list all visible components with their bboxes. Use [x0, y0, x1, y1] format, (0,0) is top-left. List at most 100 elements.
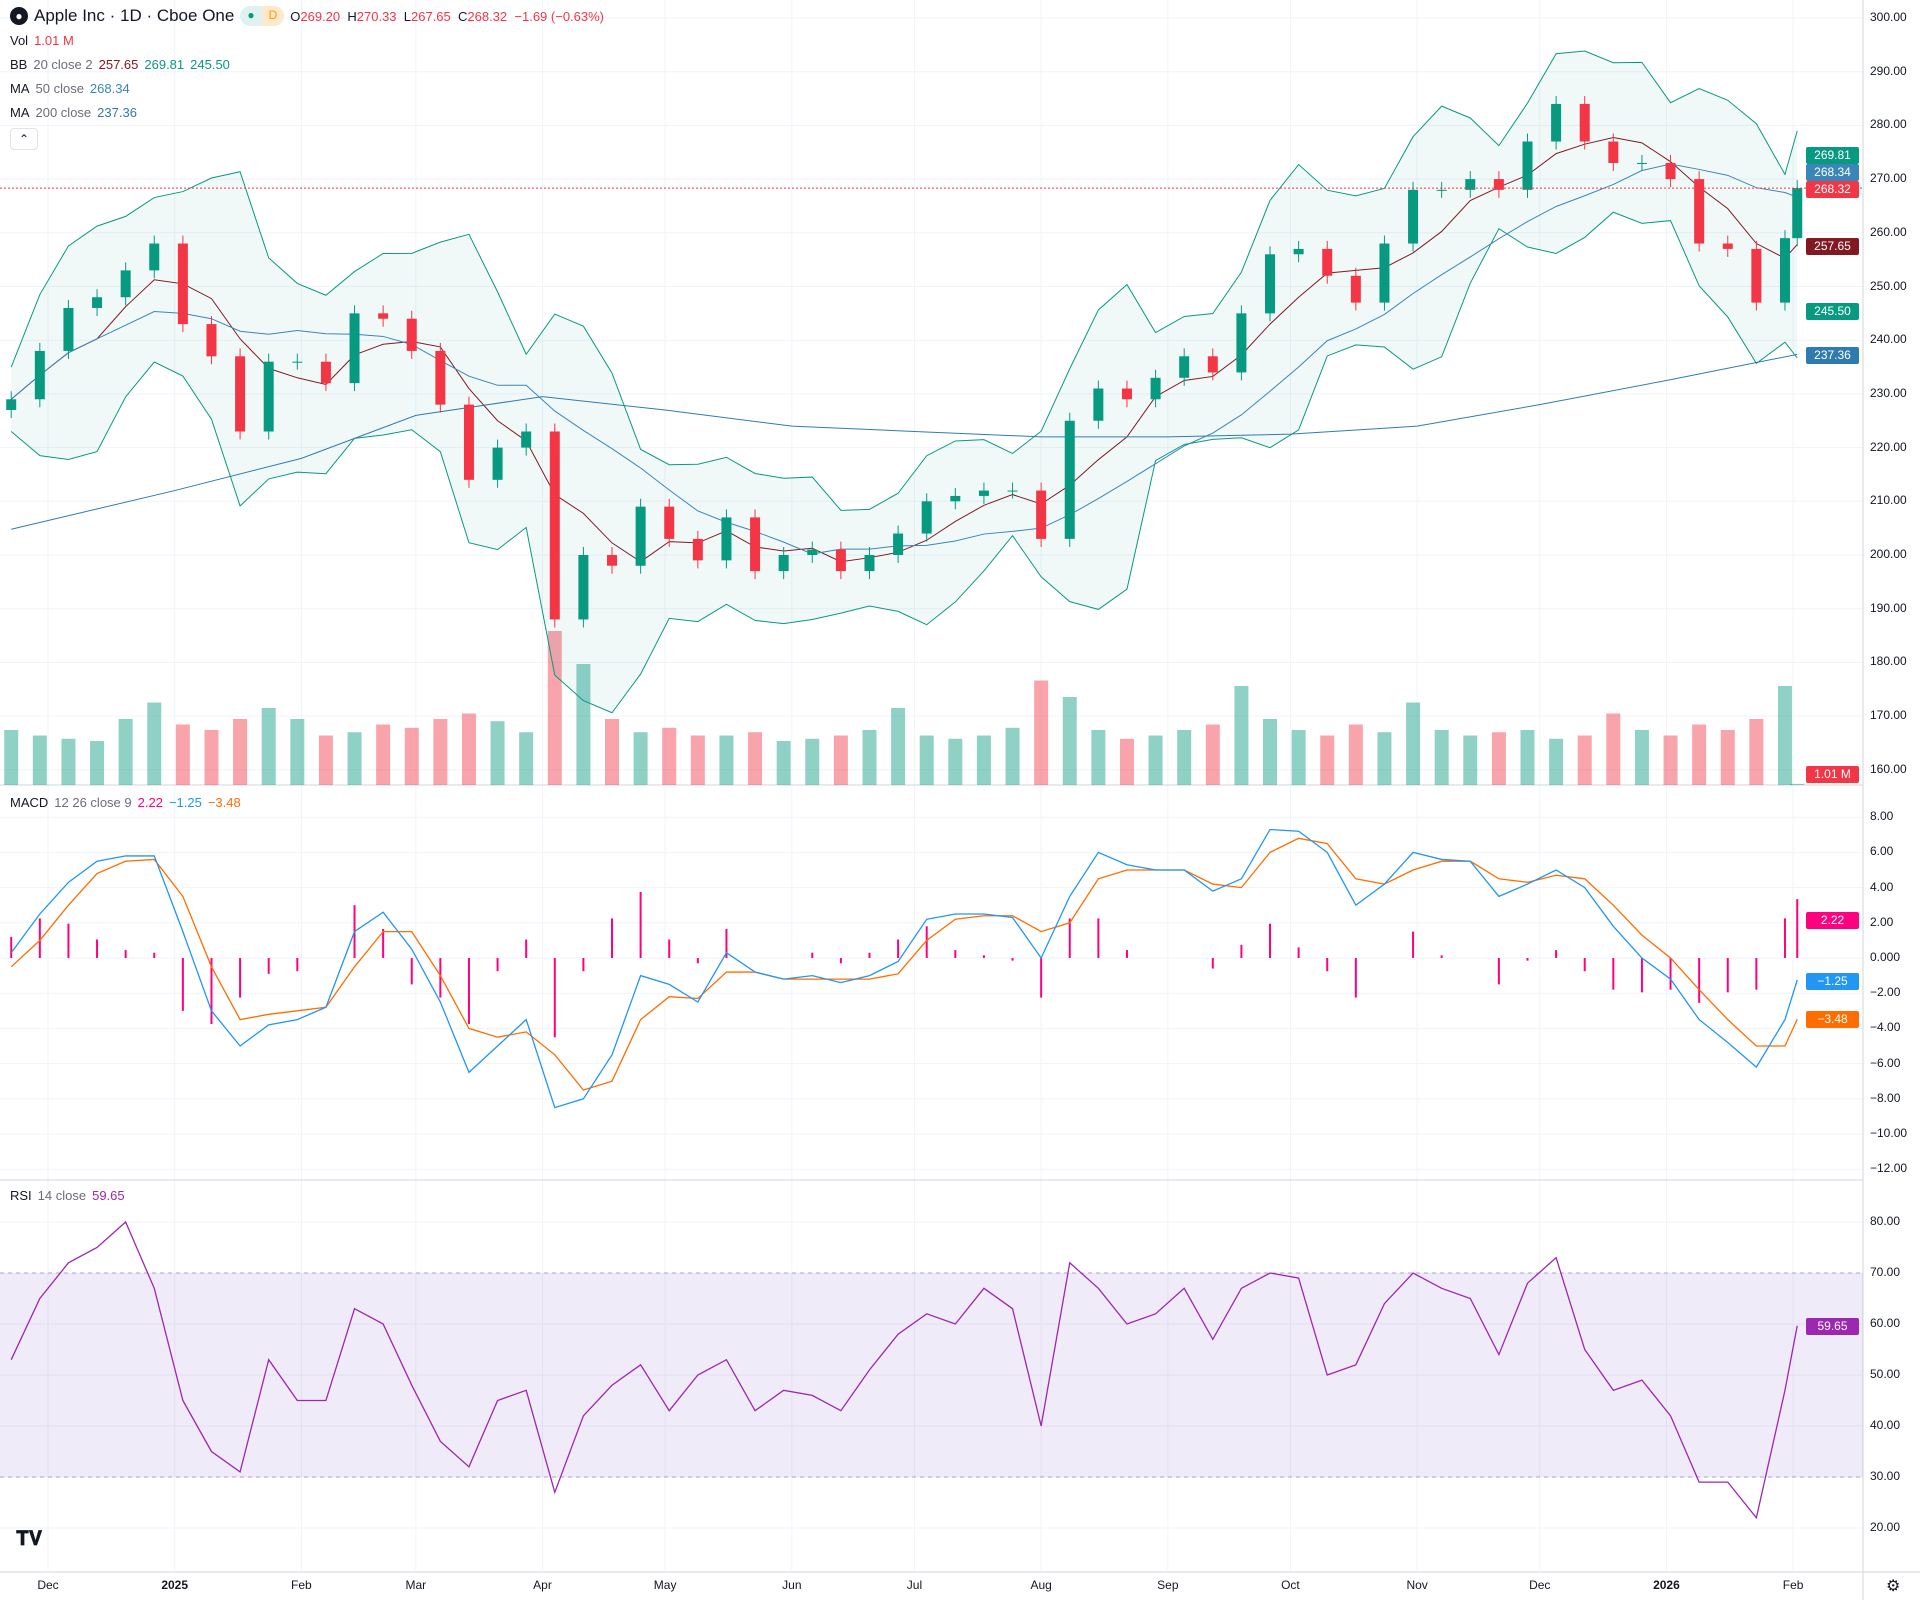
- low-label: L: [403, 8, 411, 24]
- candle-body: [921, 501, 932, 534]
- candle-body: [1465, 179, 1476, 190]
- volume-bar: [748, 732, 763, 785]
- time-tick-label: 2025: [161, 1578, 189, 1592]
- bb-basis-price-badge: 257.65: [1806, 238, 1859, 255]
- price-tick-label: 190.00: [1870, 600, 1907, 615]
- ma200-value: 237.36: [97, 105, 137, 120]
- price-tick-label: 220.00: [1870, 439, 1907, 454]
- macd-tick-label: −4.00: [1870, 1020, 1901, 1035]
- rsi-tick-label: 30.00: [1870, 1469, 1901, 1483]
- candle-body: [778, 555, 789, 572]
- vol-legend[interactable]: Vol 1.01 M: [10, 33, 74, 48]
- rsi-legend[interactable]: RSI 14 close 59.65: [10, 1188, 125, 1203]
- volume-bar: [1520, 730, 1535, 785]
- volume-bar: [1406, 702, 1421, 785]
- bb-fill: [11, 50, 1798, 713]
- price-tick-label: 210.00: [1870, 493, 1907, 508]
- volume-bar: [891, 708, 906, 785]
- candle-body: [1751, 248, 1762, 303]
- volume-bar: [90, 741, 105, 785]
- bb-upper-price-badge: 269.81: [1806, 147, 1859, 164]
- candle-body: [235, 356, 246, 432]
- volume-bar: [1634, 730, 1649, 785]
- volume-bar: [147, 702, 162, 785]
- price-tick-label: 160.00: [1870, 761, 1907, 776]
- rsi-tick-label: 50.00: [1870, 1367, 1901, 1381]
- ma200-legend[interactable]: MA 200 close 237.36: [10, 105, 137, 120]
- price-tick-label: 200.00: [1870, 547, 1907, 561]
- candle-body: [435, 350, 446, 405]
- volume-bar: [1377, 732, 1392, 785]
- candle-body: [835, 549, 846, 572]
- volume-bar: [1348, 724, 1363, 785]
- macd-legend[interactable]: MACD 12 26 close 9 2.22 −1.25 −3.48: [10, 795, 241, 810]
- macd-hist-value: 2.22: [137, 795, 163, 810]
- volume-bar: [290, 719, 305, 785]
- candle-body: [521, 431, 532, 448]
- low-value: 267.65: [411, 8, 451, 24]
- candle-body: [1608, 141, 1619, 163]
- price-tick-label: 290.00: [1870, 63, 1907, 78]
- rsi-badge: 59.65: [1806, 1318, 1859, 1335]
- volume-bar: [1606, 713, 1621, 785]
- macd-signal-value: −3.48: [207, 795, 241, 810]
- ma50-legend[interactable]: MA 50 close 268.34: [10, 81, 130, 96]
- bb-basis-line: [10, 136, 1798, 563]
- volume-bar: [976, 735, 991, 785]
- macd-tick-label: 0.000: [1870, 950, 1901, 964]
- time-tick-label: 2026: [1653, 1578, 1680, 1592]
- candle-body: [1265, 254, 1276, 314]
- candle-body: [1207, 356, 1218, 373]
- volume-bar: [776, 741, 791, 785]
- chevron-up-icon: ⌃: [18, 132, 30, 146]
- candle-body: [950, 495, 961, 502]
- candle-body: [692, 538, 703, 561]
- symbol-title[interactable]: Apple Inc · 1D · Cboe One: [34, 6, 235, 25]
- time-tick-label: Jun: [782, 1578, 802, 1592]
- rsi-tick-label: 80.00: [1870, 1214, 1901, 1228]
- bb-upper-value: 269.81: [144, 57, 185, 72]
- ma200-line: [11, 353, 1798, 530]
- collapse-legend-button[interactable]: ⌃: [10, 128, 38, 150]
- time-tick-label: Dec: [1529, 1578, 1551, 1592]
- candle-body: [1722, 243, 1733, 249]
- price-tick-label: 250.00: [1870, 278, 1907, 293]
- candle-body: [1694, 179, 1705, 244]
- candle-body: [1579, 103, 1590, 142]
- price-tick-label: 240.00: [1870, 332, 1907, 347]
- ma50-price-badge: 268.34: [1806, 164, 1859, 181]
- gear-icon[interactable]: ⚙: [1886, 1578, 1901, 1595]
- candle-body: [1179, 356, 1190, 378]
- candle-body: [406, 318, 417, 351]
- volume-bar: [4, 730, 19, 785]
- bb-legend[interactable]: BB 20 close 2 257.65 269.81 245.50: [10, 57, 230, 72]
- candle-body: [292, 361, 303, 363]
- macd-tick-label: 6.00: [1870, 844, 1894, 859]
- interval-badge: D: [261, 6, 285, 26]
- volume-bar: [1234, 686, 1249, 785]
- volume-bar: [461, 713, 476, 785]
- volume-bar: [605, 719, 620, 785]
- volume-bar: [118, 719, 133, 785]
- macd-params: 12 26 close 9: [54, 795, 132, 810]
- candle-body: [1093, 388, 1104, 421]
- time-tick-label: Feb: [1782, 1578, 1804, 1592]
- volume-badge: 1.01 M: [1806, 766, 1859, 783]
- volume-bar: [1177, 730, 1192, 785]
- volume-bar: [662, 727, 677, 785]
- apple-logo-icon: ●: [10, 7, 28, 25]
- last-price-badge: 268.32: [1806, 181, 1859, 198]
- tradingview-logo-icon[interactable]: 𝐓𝐕: [16, 1528, 43, 1550]
- high-label: H: [347, 8, 357, 24]
- time-tick-label: Nov: [1406, 1578, 1428, 1592]
- market-status-pill[interactable]: ● D: [240, 6, 285, 26]
- volume-bar: [948, 738, 963, 785]
- volume-bar: [1034, 680, 1049, 785]
- change-value: −1.69 (−0.63%): [514, 8, 605, 24]
- macd-tick-label: 2.00: [1870, 914, 1894, 929]
- candle-body: [206, 324, 217, 357]
- ma50-line: [10, 163, 1798, 555]
- volume-bar: [1720, 730, 1735, 785]
- volume-bar: [1148, 735, 1163, 785]
